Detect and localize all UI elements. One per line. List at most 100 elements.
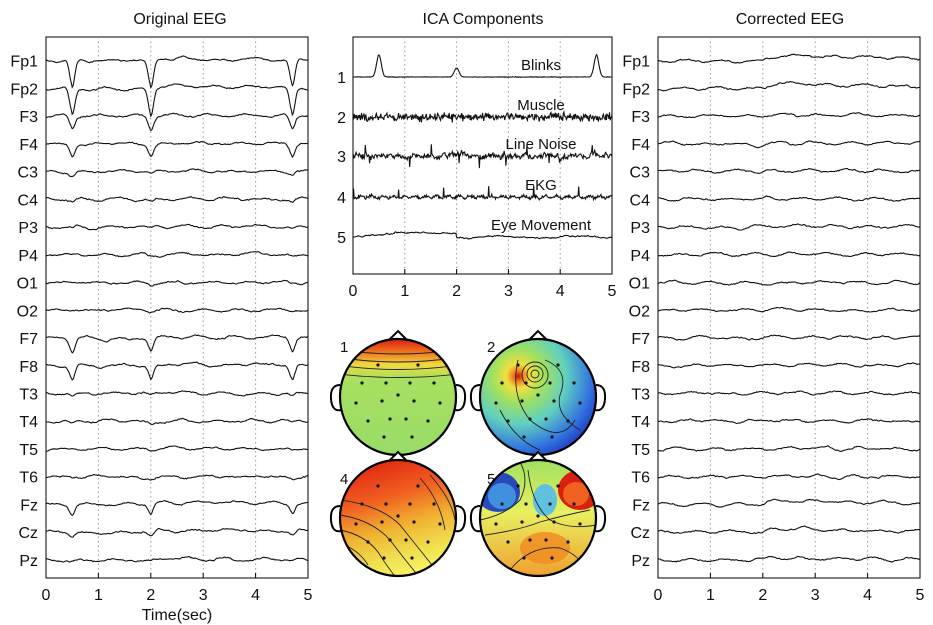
corrected-eeg-channel-labels: Fp1 Fp2 F3 F4 C3 C4 P3 P4 O1 O2 F7 F8 T3 T4 T5 T6 Fz Cz Pz: [622, 54, 650, 570]
electrode-dot: [556, 363, 560, 367]
channel-label: O2: [629, 303, 650, 320]
electrode-dot: [396, 514, 400, 518]
electrode-dot: [528, 538, 532, 542]
electrode-dot: [416, 363, 420, 367]
channel-label: O2: [17, 303, 38, 320]
electrode-dot: [572, 381, 576, 385]
electrode-dot: [384, 381, 388, 385]
channel-label: T4: [19, 414, 38, 431]
original-eeg-xlabel: Time(sec): [142, 607, 213, 624]
electrode-dot: [412, 399, 416, 403]
component-index: 5: [337, 230, 346, 247]
x-tick-label: 5: [608, 283, 617, 300]
electrode-dot: [578, 522, 582, 526]
channel-label: P3: [630, 220, 650, 237]
electrode-dot: [572, 502, 576, 506]
component-index: 4: [337, 190, 346, 207]
electrode-dot: [354, 522, 358, 526]
electrode-dot: [544, 538, 548, 542]
channel-label: F4: [631, 137, 650, 154]
left-ear-icon: [469, 384, 482, 412]
channel-label: Pz: [631, 553, 650, 570]
right-ear-icon: [454, 384, 467, 412]
eeg-trace-f3: [657, 111, 921, 119]
electrode-dot: [566, 540, 570, 544]
electrode-dot: [366, 419, 370, 423]
electrode-dot: [520, 520, 524, 524]
ica-trace-eye: [352, 231, 613, 240]
original-eeg-title: Original EEG: [133, 11, 226, 28]
electrode-dot: [376, 484, 380, 488]
electrode-dot: [556, 484, 560, 488]
eeg-trace-f7: [45, 334, 309, 354]
eeg-trace-pz: [45, 556, 308, 563]
x-tick-label: 2: [758, 587, 767, 604]
eeg-trace-p3: [657, 223, 921, 231]
channel-label: T3: [631, 387, 650, 404]
electrode-dot: [520, 399, 524, 403]
electrode-dot: [548, 502, 552, 506]
eeg-trace-t4: [657, 418, 921, 425]
electrode-dot: [432, 381, 436, 385]
eeg-trace-c3: [658, 167, 920, 174]
electrode-dot: [506, 540, 510, 544]
eeg-trace-t3: [46, 390, 309, 397]
electrode-dot: [516, 484, 520, 488]
channel-label: Fp1: [622, 54, 650, 71]
electrode-dot: [382, 556, 386, 560]
eeg-trace-o1: [657, 279, 921, 286]
electrode-dot: [384, 502, 388, 506]
electrode-dot: [354, 401, 358, 405]
electrode-dot: [544, 417, 548, 421]
left-ear-icon: [329, 384, 342, 412]
ica-component-indices: 1 2 3 4 5: [337, 70, 346, 247]
electrode-dot: [380, 399, 384, 403]
scalp-map-1-field: [340, 339, 456, 455]
eeg-trace-cz: [657, 525, 921, 535]
original-eeg-frame: [45, 36, 309, 579]
electrode-dot: [578, 401, 582, 405]
eeg-trace-f8: [45, 361, 309, 381]
electrode-dot: [536, 393, 540, 397]
eeg-trace-fz: [658, 498, 921, 508]
eeg-trace-t4: [45, 417, 309, 425]
original-eeg-channel-labels: Fp1 Fp2 F3 F4 C3 C4 P3 P4 O1 O2 F7 F8 T3 T4 T5 T6 Fz Cz Pz: [10, 54, 38, 570]
electrode-dot: [550, 435, 554, 439]
electrode-dot: [426, 540, 430, 544]
electrode-dot: [494, 522, 498, 526]
x-tick-label: 1: [400, 283, 409, 300]
scalp-map-4-electrodes: [354, 484, 442, 560]
ica-x-ticks: 0 1 2 3 4 5: [349, 269, 617, 300]
channel-label: Fp1: [10, 54, 38, 71]
eeg-trace-fz: [45, 499, 308, 517]
eeg-trace-t5: [45, 445, 309, 452]
channel-label: F4: [19, 137, 38, 154]
eeg-trace-fp2: [657, 81, 921, 92]
corrected-eeg-traces: [657, 53, 921, 563]
component-label: Blinks: [521, 57, 561, 74]
scalp-map-4-field: [340, 460, 456, 576]
x-tick-label: 5: [304, 587, 313, 604]
channel-label: F7: [19, 331, 38, 348]
electrode-dot: [376, 363, 380, 367]
eeg-trace-t6: [657, 473, 920, 481]
electrode-dot: [524, 502, 528, 506]
x-tick-label: 0: [654, 587, 663, 604]
channel-label: P3: [18, 220, 38, 237]
component-index: 1: [337, 70, 346, 87]
channel-label: F3: [19, 109, 38, 126]
scalp-map-4: 4: [329, 450, 467, 578]
electrode-dot: [360, 381, 364, 385]
channel-label: F7: [631, 331, 650, 348]
electrode-dot: [506, 419, 510, 423]
channel-label: F3: [631, 109, 650, 126]
x-tick-label: 4: [863, 587, 872, 604]
corrected-eeg-x-ticks: 0 1 2 3 4 5: [654, 573, 925, 604]
component-index: 3: [337, 149, 346, 166]
channel-label: C3: [18, 165, 39, 182]
channel-label: T6: [19, 470, 38, 487]
x-tick-label: 1: [94, 587, 103, 604]
eeg-trace-o2: [657, 306, 920, 313]
component-label: Line Noise: [506, 136, 577, 153]
